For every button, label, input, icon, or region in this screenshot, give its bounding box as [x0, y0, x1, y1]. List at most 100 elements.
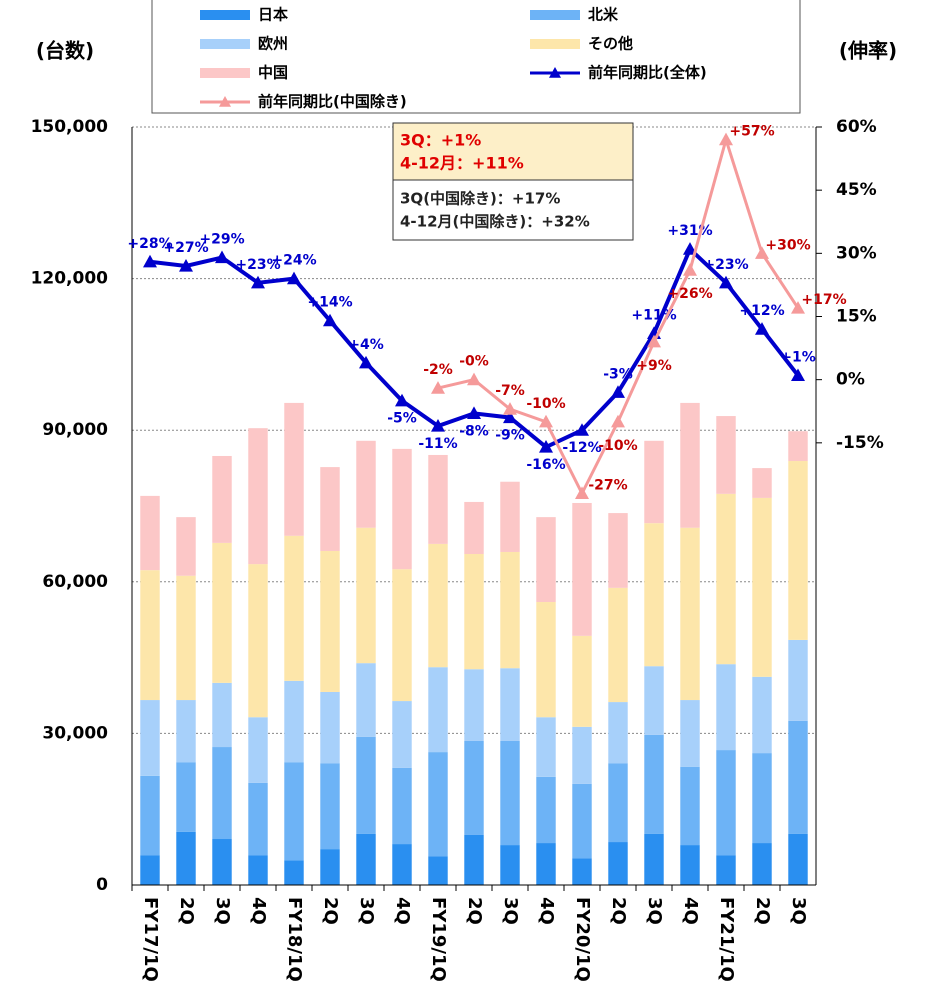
bar-segment: [500, 845, 520, 885]
y-tick-label: 0: [96, 875, 108, 895]
bar-segment: [176, 831, 196, 885]
data-label: -3%: [603, 366, 633, 382]
data-label: +17%: [801, 292, 846, 308]
bar-segment: [392, 844, 412, 885]
annotation-highlight: 4-12月：+11%: [400, 154, 524, 173]
bar-segment: [752, 753, 772, 844]
annotation-note: 3Q(中国除き)：+17%: [400, 190, 560, 208]
bar-segment: [212, 682, 232, 748]
marker: [323, 313, 337, 327]
bar-segment: [248, 782, 268, 856]
marker: [575, 423, 589, 436]
bar-segment: [248, 428, 268, 565]
data-label: -16%: [526, 457, 565, 473]
data-label: +23%: [235, 257, 280, 273]
x-tick-label: 2Q: [176, 897, 197, 925]
bar-segment: [500, 668, 520, 741]
bar-segment: [392, 448, 412, 570]
legend-swatch: [200, 68, 250, 78]
legend-swatch: [200, 10, 250, 20]
legend-swatch: [530, 10, 580, 20]
bar-segment: [140, 700, 160, 776]
bar-segment: [356, 440, 376, 528]
x-tick-label: 2Q: [608, 897, 629, 925]
bar-segment: [500, 551, 520, 669]
bar-segment: [680, 766, 700, 846]
x-tick-label: FY19/1Q: [428, 897, 449, 982]
bar-segment: [248, 564, 268, 718]
marker: [467, 406, 481, 419]
marker: [467, 372, 481, 386]
marker: [611, 385, 625, 398]
x-tick-label: FY17/1Q: [140, 897, 161, 982]
bar-segment: [716, 750, 736, 856]
y-axis-label: (台数): [36, 39, 94, 63]
data-label: +27%: [163, 240, 208, 256]
marker: [539, 440, 553, 453]
bar-segment: [536, 517, 556, 603]
marker: [431, 381, 445, 394]
marker: [755, 246, 769, 259]
x-tick-label: 2Q: [464, 897, 485, 925]
annotation-note: 4-12月(中国除き)：+32%: [400, 213, 590, 231]
bar-segment: [752, 497, 772, 677]
bar-segment: [176, 517, 196, 576]
bar-segment: [320, 550, 340, 692]
marker: [683, 263, 697, 276]
x-tick-label: 3Q: [788, 897, 809, 925]
legend-box: [151, 0, 801, 114]
marker: [683, 242, 697, 255]
bar-segment: [752, 468, 772, 498]
bar-segment: [320, 763, 340, 850]
bar-segment: [752, 843, 772, 885]
marker: [719, 275, 733, 289]
legend-label: 前年同期比(中国除き): [258, 93, 407, 111]
bar-segment: [356, 527, 376, 664]
marker: [647, 334, 661, 348]
y2-tick-label: 0%: [836, 370, 865, 390]
bar-segment: [644, 833, 664, 885]
marker: [719, 132, 733, 146]
bar-segment: [464, 669, 484, 741]
marker: [503, 410, 517, 424]
marker: [143, 254, 157, 268]
marker: [395, 393, 409, 407]
bar-segment: [716, 664, 736, 751]
marker: [755, 322, 769, 335]
data-label: +26%: [667, 286, 712, 302]
marker: [251, 275, 265, 289]
x-tick-label: FY20/1Q: [572, 897, 593, 982]
bar-segment: [392, 569, 412, 702]
bar-segment: [536, 843, 556, 885]
bar-segment: [572, 783, 592, 859]
bar-segment: [248, 855, 268, 885]
legend-label: 前年同期比(全体): [588, 64, 707, 82]
bar-segment: [392, 767, 412, 845]
bar-segment: [572, 635, 592, 727]
bar-segment: [680, 845, 700, 885]
bar-segment: [752, 676, 772, 754]
bar-segment: [212, 839, 232, 885]
data-label: +12%: [739, 303, 784, 319]
data-label: -5%: [387, 411, 417, 427]
bar-segment: [140, 570, 160, 701]
bar-segment: [212, 455, 232, 543]
x-tick-label: 3Q: [644, 897, 665, 925]
bar-segment: [176, 762, 196, 832]
bar-segment: [464, 834, 484, 885]
bar-segment: [428, 856, 448, 885]
data-label: +28%: [127, 236, 172, 252]
legend-marker: [219, 96, 231, 107]
y2-axis-label: (伸率): [839, 39, 897, 63]
bar-segment: [500, 481, 520, 552]
marker: [539, 414, 553, 428]
data-label: +9%: [636, 358, 672, 374]
marker: [431, 418, 445, 432]
y2-tick-label: 15%: [836, 307, 877, 327]
bar-segment: [428, 667, 448, 753]
bar-segment: [140, 495, 160, 571]
bar-segment: [644, 666, 664, 735]
legend-swatch: [200, 39, 250, 49]
bar-segment: [788, 461, 808, 640]
bar-segment: [320, 467, 340, 551]
